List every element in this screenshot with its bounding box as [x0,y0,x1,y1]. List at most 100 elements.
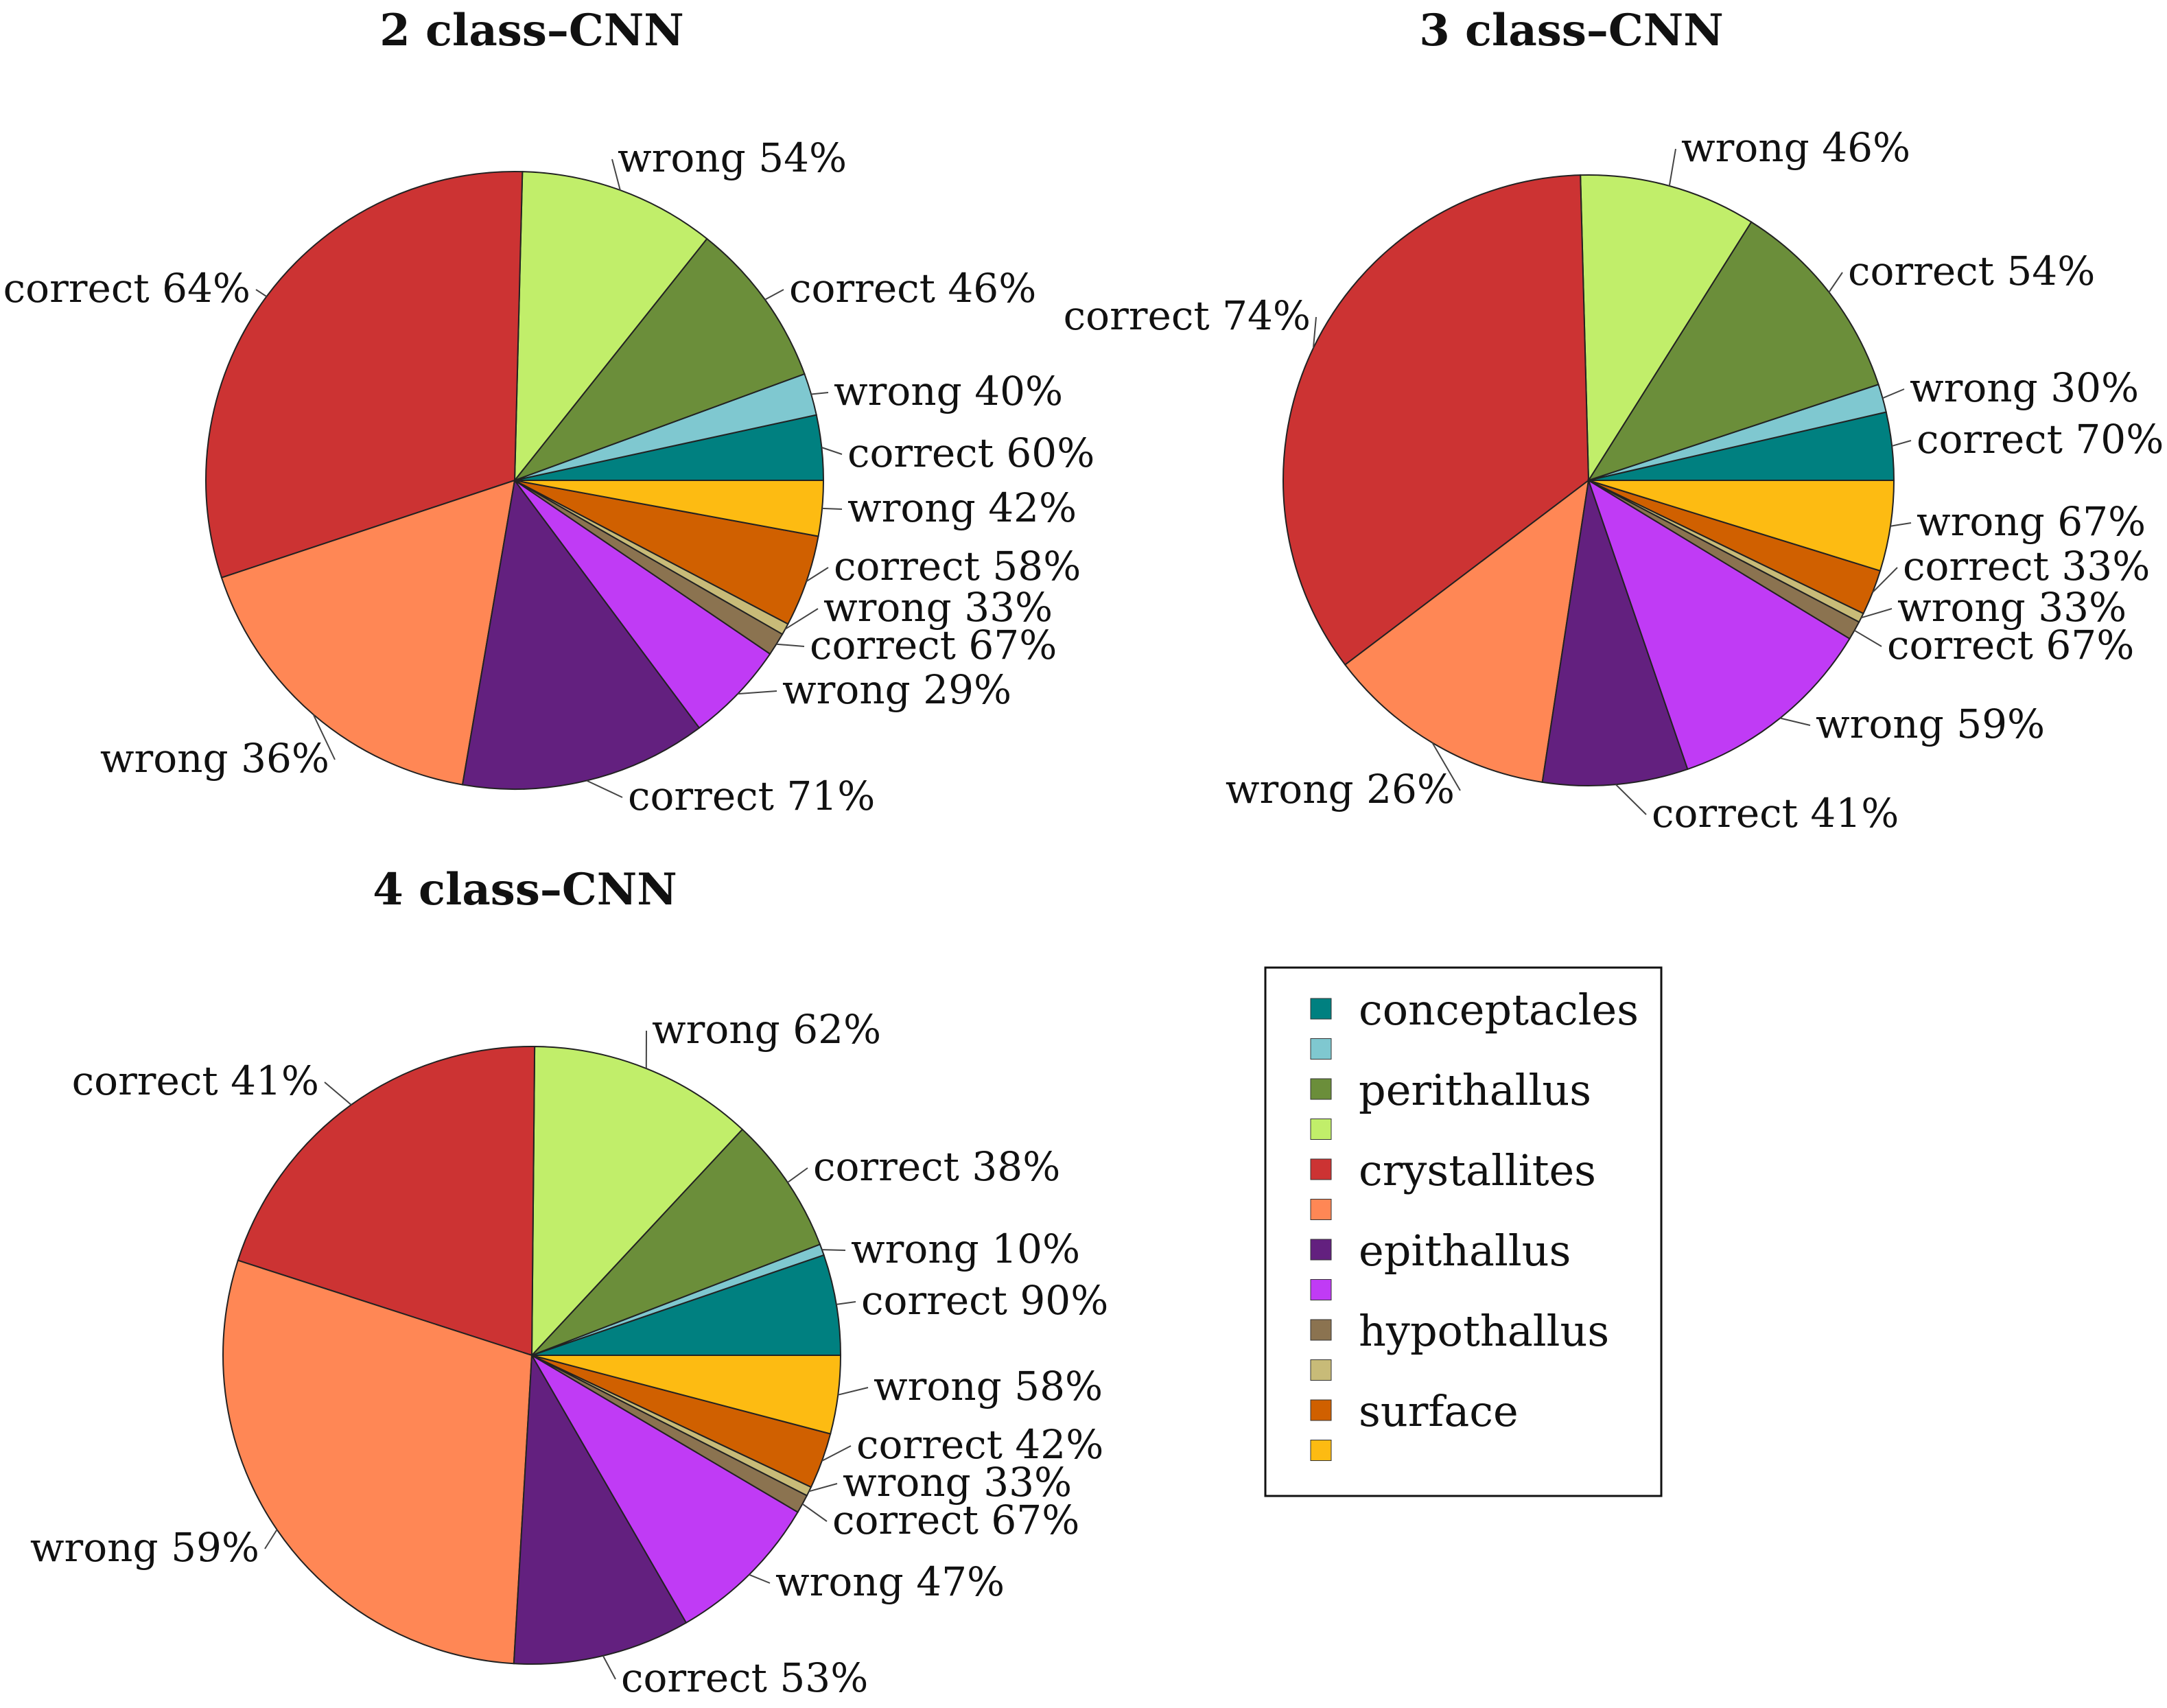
legend-label: conceptacles [1359,985,1639,1035]
pie-slice [1541,480,1689,786]
slice-label: correct 58% [834,543,1081,589]
legend-swatch [1310,1239,1332,1261]
chart-title-4-class: 4 class–CNN [373,864,677,915]
leader-line [1890,522,1912,527]
pie-slice [1588,480,1895,572]
slice-label: wrong 59% [30,1524,259,1571]
slice-label: correct 67% [832,1497,1079,1543]
leader-line [1312,316,1317,349]
pie-slice [205,171,524,579]
slice-label: wrong 62% [652,1006,881,1053]
leader-line [822,507,843,510]
pie-slice [514,480,825,537]
leader-line [1668,148,1676,187]
leader-line [602,1655,616,1680]
leader-line [784,608,819,630]
slice-label: correct 71% [628,773,875,819]
slice-label: wrong 67% [1917,498,2146,545]
slice-label: wrong 47% [775,1558,1005,1605]
leader-line [787,1167,808,1183]
legend-label: perithallus [1359,1065,1591,1115]
legend-swatch [1310,1399,1332,1421]
leader-line [811,392,829,395]
slice-label: correct 53% [621,1654,868,1701]
leader-line [586,780,623,798]
leader-line [1872,567,1898,594]
pie-chart-2-class: correct 60% wrong 40% correct 46% wrong 54%… [3,134,1095,819]
slice-label: wrong 29% [782,666,1011,713]
leader-line [749,1574,771,1584]
slice-label: wrong 26% [1226,766,1455,812]
slice-label: correct 60% [847,430,1094,476]
slice-label: correct 42% [856,1421,1103,1468]
slice-label: correct 41% [72,1057,319,1104]
legend-swatch [1310,1119,1332,1140]
pie-slice [531,1355,842,1435]
leader-line [836,1301,856,1305]
slice-label: correct 38% [813,1143,1060,1190]
leader-line [801,1503,828,1522]
leader-line [1882,388,1905,399]
pie-slice [1587,478,1851,771]
pie-slice [531,1128,821,1356]
leader-line [312,714,336,760]
slice-label: correct 54% [1848,248,2095,294]
slice-label: correct 67% [810,622,1057,668]
legend-swatch [1310,998,1332,1020]
slice-label: wrong 54% [618,134,847,181]
legend-swatch [1310,1038,1332,1060]
leader-line [776,643,805,647]
chart-title-3-class: 3 class–CNN [1419,5,1724,56]
slice-label: wrong 42% [847,484,1077,531]
pie-chart-3-class: correct 70% wrong 30% correct 54% wrong 46%… [1064,124,2164,837]
slice-label: correct 70% [1917,416,2164,463]
leader-line [764,289,784,301]
legend-swatch [1310,1440,1332,1461]
leader-line [1891,440,1912,447]
legend-label: hypothallus [1359,1306,1609,1356]
leader-line [1854,629,1882,647]
slice-label: wrong 30% [1910,364,2139,411]
slice-label: wrong 36% [100,735,329,782]
slice-label: wrong 46% [1681,124,1910,171]
leader-line [821,447,843,455]
legend-label: surface [1359,1386,1519,1436]
pie-chart-4-class: correct 90% wrong 10% correct 38% wrong 62%… [30,1006,1108,1701]
legend-swatch [1310,1078,1332,1100]
leader-line [821,1445,852,1462]
slice-label: wrong 58% [874,1363,1103,1409]
leader-line [324,1081,352,1105]
pie-slice [222,1259,533,1665]
slice-label: wrong 59% [1816,701,2045,747]
leader-line [806,567,829,582]
pie-slice [513,1353,688,1665]
leader-line [611,159,621,191]
pie-slice [461,478,701,790]
leader-line [1861,608,1893,619]
legend-swatch [1310,1359,1332,1381]
legend-swatch [1310,1279,1332,1300]
legend-swatch [1310,1199,1332,1220]
pie-slice [237,1046,536,1357]
legend-swatch [1310,1319,1332,1341]
pie-slice [530,1046,744,1357]
legend: conceptacles perithallus crystallites epith… [1264,966,1663,1497]
chart-title-2-class: 2 class–CNN [379,5,684,56]
pie-slice [513,171,708,482]
slice-label: correct 64% [3,265,250,312]
slice-label: wrong 33% [843,1459,1072,1506]
leader-line [738,690,777,695]
pie-slice [1580,174,1753,483]
leader-line [255,289,268,297]
pie-slice [531,1254,842,1356]
pie-slice [514,480,771,729]
legend-label: crystallites [1359,1145,1596,1195]
pie-slice [512,237,806,482]
slice-label: correct 41% [1652,790,1899,837]
slice-label: correct 67% [1887,622,2134,668]
leader-line [838,1387,869,1396]
leader-line [1779,717,1811,726]
legend-label: epithallus [1359,1226,1571,1276]
slice-label: wrong 40% [834,368,1063,414]
slice-label: correct 33% [1903,543,2150,589]
